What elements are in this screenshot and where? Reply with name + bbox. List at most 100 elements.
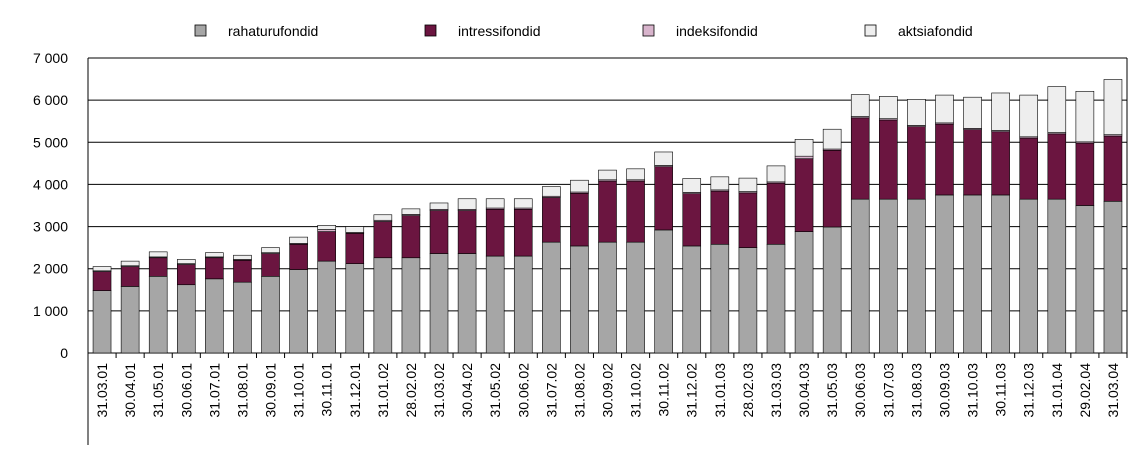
bar-segment	[963, 129, 982, 196]
bar-segment	[1047, 86, 1067, 133]
bar-segment	[598, 241, 617, 354]
bar-segment	[513, 208, 533, 257]
bar-segment	[120, 260, 140, 267]
x-tick-label: 30.06.03	[852, 363, 868, 418]
bar-segment	[513, 198, 533, 209]
bar-segment	[120, 266, 140, 287]
bar-segment	[850, 198, 870, 354]
bar-segment	[1103, 79, 1123, 136]
x-tick-label: 31.07.01	[206, 363, 222, 418]
x-tick-label: 29.02.04	[1077, 363, 1093, 418]
bar-segment	[457, 198, 477, 210]
bar-segment	[794, 155, 814, 160]
bar-segment	[429, 210, 449, 254]
bar-segment	[205, 257, 224, 280]
bar-segment	[1019, 198, 1039, 354]
x-tick-label: 30.11.03	[993, 363, 1009, 417]
bar-segment	[513, 255, 533, 354]
x-tick-label: 30.11.01	[319, 363, 335, 417]
bar-segment	[907, 99, 926, 126]
bar-segment	[794, 139, 814, 157]
bar-segment	[289, 243, 308, 270]
bar-segment	[176, 259, 196, 264]
bar-segment	[1075, 142, 1095, 206]
bar-segment	[120, 286, 140, 354]
y-tick-label: 5 000	[33, 134, 68, 150]
x-tick-label: 31.12.03	[1021, 363, 1037, 418]
bar-segment	[570, 179, 589, 193]
x-tick-label: 31.05.01	[150, 363, 166, 418]
bar-segment	[176, 264, 196, 286]
x-tick-label: 31.01.03	[712, 363, 728, 418]
legend-swatch	[424, 24, 437, 37]
bar-segment	[991, 92, 1010, 131]
bar-segment	[261, 275, 280, 354]
bar-segment	[682, 178, 702, 193]
bar-segment	[317, 229, 336, 232]
x-tick-label: 31.07.02	[543, 363, 559, 418]
bar-segment	[401, 215, 421, 259]
x-tick-label: 30.04.02	[459, 363, 475, 418]
bar-segment	[176, 284, 196, 354]
y-tick-label: 7 000	[33, 50, 68, 66]
bar-segment	[457, 210, 477, 254]
bar-segment	[1047, 133, 1067, 200]
x-tick-label: 31.07.03	[880, 363, 896, 418]
legend-label: indeksifondid	[676, 23, 758, 39]
x-tick-label: 30.06.01	[178, 363, 194, 418]
bar-segment	[345, 226, 365, 233]
bar-segment	[289, 236, 308, 244]
y-tick-label: 2 000	[33, 261, 68, 277]
bar-segment	[794, 158, 814, 232]
y-tick-label: 3 000	[33, 219, 68, 235]
bar-segment	[935, 123, 954, 196]
bar-segment	[850, 94, 870, 117]
bar-segment	[738, 192, 758, 248]
x-tick-label: 30.11.02	[656, 363, 672, 417]
bar-segment	[850, 117, 870, 200]
bar-segment	[570, 245, 589, 354]
bar-segment	[598, 180, 617, 243]
bar-segment	[373, 257, 393, 354]
bar-segment	[485, 208, 505, 257]
bar-segment	[822, 149, 842, 228]
bar-segment	[822, 226, 842, 354]
bar-segment	[991, 131, 1010, 196]
bar-segment	[233, 281, 252, 354]
bar-segment	[485, 255, 505, 354]
bar-segment	[401, 208, 421, 215]
legend-label: aktsiafondid	[898, 23, 973, 39]
x-tick-label: 31.08.03	[908, 363, 924, 418]
bar-segment	[654, 151, 673, 166]
legend-swatch	[864, 24, 877, 37]
x-tick-label: 28.02.02	[403, 363, 419, 418]
bar-segment	[598, 169, 617, 181]
bar-segment	[935, 194, 954, 354]
legend-swatch	[642, 24, 655, 37]
legend-label: intressifondid	[458, 23, 541, 39]
bar-segment	[963, 96, 982, 129]
bar-segment	[682, 245, 702, 354]
bar-segment	[317, 260, 336, 354]
bar-segment	[682, 193, 702, 247]
bar-segment	[1075, 205, 1095, 354]
bar-segment	[373, 214, 393, 221]
x-tick-label: 30.09.01	[263, 363, 279, 418]
bar-segment	[205, 252, 224, 258]
bar-segment	[261, 253, 280, 277]
bar-segment	[907, 198, 926, 354]
bar-segment	[1019, 94, 1039, 138]
bar-segment	[822, 128, 842, 150]
x-tick-label: 31.10.03	[965, 363, 981, 418]
bar-segment	[401, 257, 421, 354]
bar-segment	[991, 194, 1010, 354]
x-tick-label: 31.05.03	[824, 363, 840, 418]
bar-segment	[429, 253, 449, 354]
bar-segment	[879, 119, 898, 200]
bar-segment	[92, 266, 112, 272]
y-tick-label: 1 000	[33, 303, 68, 319]
bar-segment	[1103, 135, 1123, 202]
bar-segment	[935, 94, 954, 124]
bar-segment	[654, 166, 673, 231]
bar-segment	[148, 257, 168, 277]
